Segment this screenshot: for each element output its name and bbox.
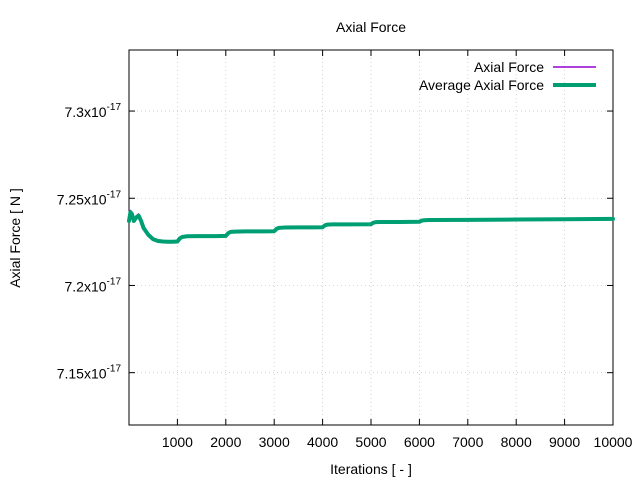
x-axis-label: Iterations [ - ] bbox=[330, 461, 412, 477]
x-tick-label: 10000 bbox=[594, 434, 633, 450]
x-tick-label: 9000 bbox=[549, 434, 580, 450]
series-lines bbox=[127, 209, 615, 244]
x-tick-label: 1000 bbox=[162, 434, 193, 450]
y-tick-exponent: -17 bbox=[107, 364, 122, 375]
x-tick-label: 5000 bbox=[355, 434, 386, 450]
y-tick-exponent: -17 bbox=[107, 189, 122, 200]
y-tick-label: 7.15x10-17 bbox=[57, 364, 122, 382]
y-tick-mantissa: 7.2x10 bbox=[65, 278, 107, 294]
x-tick-label: 2000 bbox=[210, 434, 241, 450]
y-tick-exponent: -17 bbox=[107, 102, 122, 113]
y-tick-mantissa: 7.25x10 bbox=[57, 191, 107, 207]
x-tick-label: 8000 bbox=[501, 434, 532, 450]
y-tick-label: 7.25x10-17 bbox=[57, 189, 122, 207]
chart-title: Axial Force bbox=[336, 19, 406, 35]
x-tick-label: 7000 bbox=[452, 434, 483, 450]
y-tick-mantissa: 7.3x10 bbox=[65, 104, 107, 120]
x-tick-label: 4000 bbox=[307, 434, 338, 450]
x-tick-label: 6000 bbox=[404, 434, 435, 450]
y-tick-label: 7.2x10-17 bbox=[65, 276, 122, 294]
series-line-average-axial-force bbox=[127, 210, 615, 244]
legend: Axial Force Average Axial Force bbox=[419, 59, 596, 93]
y-axis-label: Axial Force [ N ] bbox=[7, 188, 23, 288]
legend-label-average-axial-force: Average Axial Force bbox=[419, 77, 544, 93]
y-tick-mantissa: 7.15x10 bbox=[57, 366, 107, 382]
legend-label-axial-force: Axial Force bbox=[474, 59, 544, 75]
axis-ticks: 1000 2000 3000 4000 5000 6000 7000 8000 9000 1000… bbox=[57, 50, 633, 450]
y-tick-label: 7.3x10-17 bbox=[65, 102, 122, 120]
x-tick-label: 3000 bbox=[259, 434, 290, 450]
y-tick-exponent: -17 bbox=[107, 276, 122, 287]
